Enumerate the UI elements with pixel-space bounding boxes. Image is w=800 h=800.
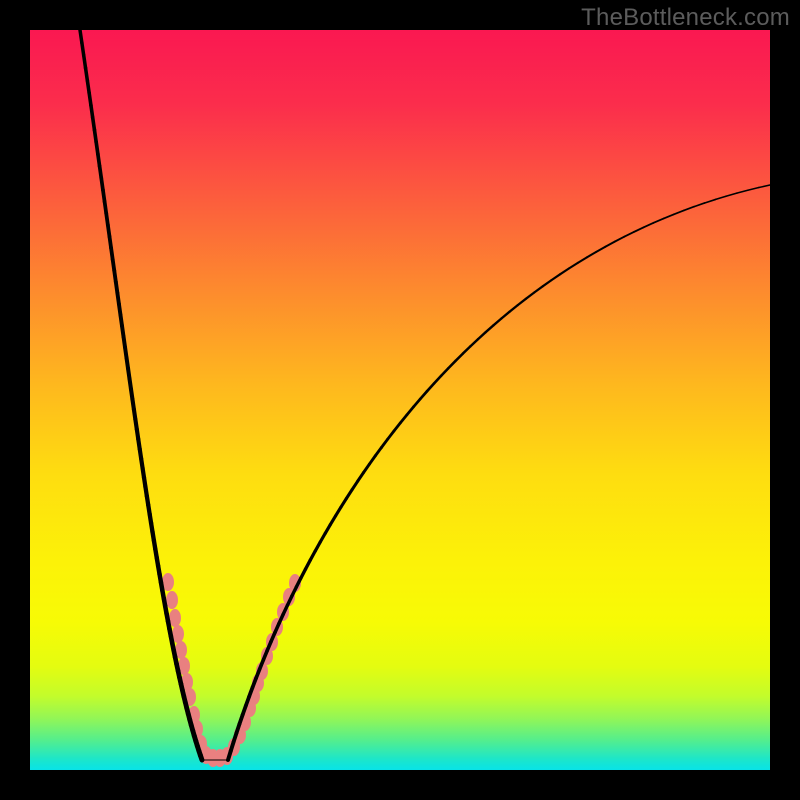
overlay-dot bbox=[166, 591, 178, 609]
plot-background bbox=[30, 30, 770, 770]
bottleneck-chart bbox=[0, 0, 800, 800]
watermark-label: TheBottleneck.com bbox=[581, 4, 790, 32]
chart-frame: TheBottleneck.com bbox=[0, 0, 800, 800]
